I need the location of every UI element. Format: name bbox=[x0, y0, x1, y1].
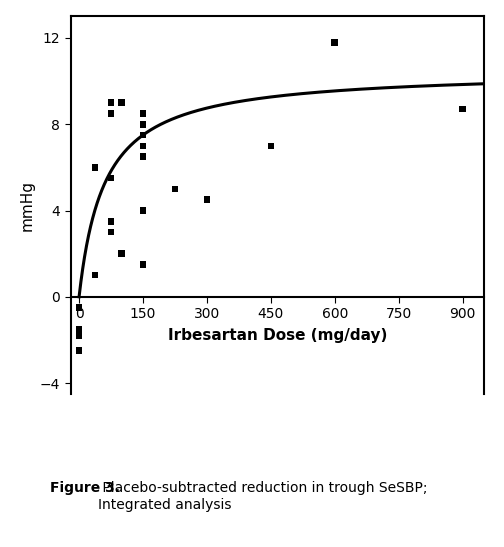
Point bbox=[331, 38, 339, 46]
Point bbox=[117, 249, 125, 258]
Point bbox=[139, 131, 147, 139]
Point bbox=[203, 195, 211, 204]
Text: Placebo-subtracted reduction in trough SeSBP;
Integrated analysis: Placebo-subtracted reduction in trough S… bbox=[98, 481, 428, 511]
Point bbox=[91, 163, 99, 172]
Point bbox=[171, 184, 179, 193]
Point bbox=[139, 152, 147, 161]
Point bbox=[139, 120, 147, 129]
Point bbox=[139, 109, 147, 118]
Text: Figure 3.: Figure 3. bbox=[50, 481, 120, 496]
Point bbox=[107, 174, 115, 183]
Point bbox=[139, 131, 147, 139]
X-axis label: Irbesartan Dose (mg/day): Irbesartan Dose (mg/day) bbox=[167, 328, 387, 343]
Point bbox=[139, 142, 147, 150]
Point bbox=[139, 260, 147, 269]
Point bbox=[91, 271, 99, 280]
Point bbox=[117, 98, 125, 107]
Point bbox=[139, 206, 147, 215]
Point bbox=[107, 217, 115, 226]
Point bbox=[459, 105, 467, 114]
Point bbox=[75, 325, 83, 334]
Point bbox=[267, 142, 275, 150]
Point bbox=[107, 98, 115, 107]
Point bbox=[107, 228, 115, 236]
Y-axis label: mmHg: mmHg bbox=[19, 179, 34, 231]
Point bbox=[107, 109, 115, 118]
Point bbox=[75, 303, 83, 312]
Point bbox=[75, 346, 83, 355]
Point bbox=[75, 331, 83, 340]
